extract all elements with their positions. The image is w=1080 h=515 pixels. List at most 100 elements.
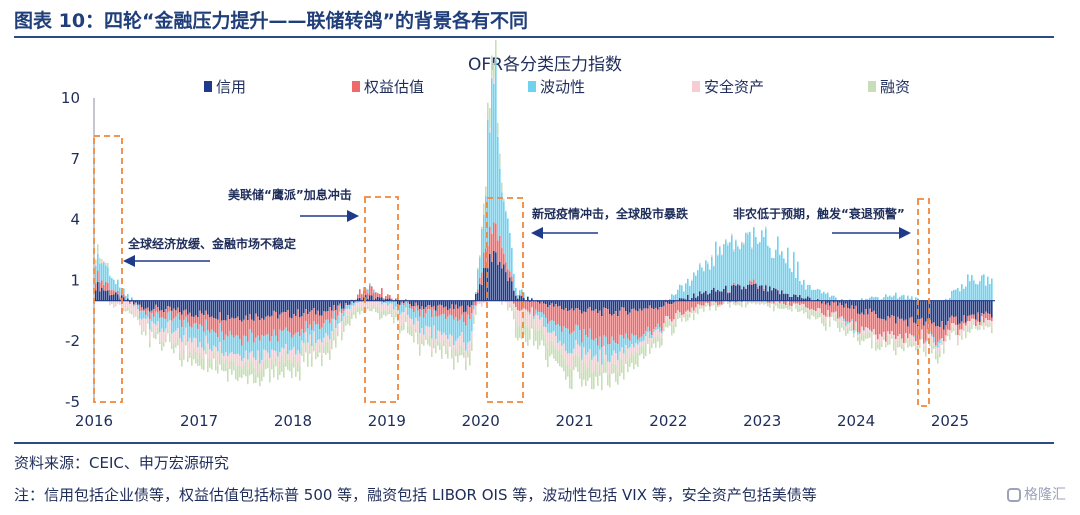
bar-segment	[871, 331, 873, 340]
bar-segment	[751, 300, 753, 304]
bar-segment	[617, 360, 619, 374]
bar-segment	[163, 312, 165, 319]
bar-segment	[711, 301, 713, 306]
bar-segment	[119, 296, 121, 300]
bar-segment	[481, 284, 483, 301]
bar-segment	[479, 277, 481, 285]
bar-segment	[985, 321, 987, 327]
bar-segment	[95, 283, 97, 291]
bar-segment	[615, 343, 617, 354]
bar-segment	[165, 309, 167, 320]
bar-segment	[409, 304, 411, 309]
bar-segment	[483, 252, 485, 269]
bar-segment	[775, 288, 777, 301]
bar-segment	[737, 247, 739, 285]
bar-segment	[359, 289, 361, 298]
bar-segment	[135, 315, 137, 317]
bar-segment	[497, 136, 499, 241]
bar-segment	[241, 360, 243, 369]
bar-segment	[939, 327, 941, 340]
bar-stack	[907, 295, 909, 348]
bar-segment	[593, 310, 595, 341]
bar-segment	[809, 284, 811, 298]
bar-segment	[251, 362, 253, 375]
bar-segment	[255, 313, 257, 338]
bar-stack	[505, 210, 507, 303]
bar-segment	[121, 300, 123, 309]
bar-segment	[453, 345, 455, 358]
bar-stack	[765, 226, 767, 304]
bar-segment	[435, 300, 437, 311]
bar-segment	[215, 359, 217, 371]
bar-stack	[725, 238, 727, 302]
bar-segment	[303, 343, 305, 354]
bar-segment	[725, 240, 727, 285]
bar-segment	[461, 332, 463, 347]
bar-segment	[185, 340, 187, 346]
bar-segment	[293, 313, 295, 335]
bar-stack	[207, 300, 209, 373]
bar-segment	[433, 300, 435, 306]
bar-segment	[731, 233, 733, 236]
bar-segment	[955, 300, 957, 317]
bar-stack	[499, 153, 501, 301]
bar-segment	[291, 300, 293, 319]
bar-segment	[313, 321, 315, 332]
bar-segment	[449, 314, 451, 335]
bar-stack	[575, 300, 577, 368]
bar-segment	[753, 279, 755, 284]
bar-segment	[813, 310, 815, 317]
bar-segment	[439, 315, 441, 332]
bar-segment	[169, 300, 171, 307]
bar-segment	[157, 300, 159, 308]
bar-segment	[671, 324, 673, 336]
bar-segment	[555, 336, 557, 349]
bar-segment	[287, 354, 289, 360]
bar-segment	[705, 290, 707, 301]
bar-segment	[499, 153, 501, 169]
bar-segment	[643, 340, 645, 347]
bar-segment	[189, 326, 191, 338]
bar-stack	[569, 300, 571, 389]
bar-segment	[595, 354, 597, 364]
y-tick-1: 7	[70, 150, 80, 168]
bar-stack	[149, 300, 151, 348]
bar-stack	[469, 300, 471, 366]
bar-segment	[203, 315, 205, 332]
bar-segment	[565, 365, 567, 380]
bar-stack	[437, 300, 439, 346]
bar-segment	[357, 307, 359, 313]
bar-segment	[417, 333, 419, 345]
bar-segment	[721, 255, 723, 292]
bar-segment	[181, 357, 183, 367]
bar-stack	[229, 300, 231, 370]
bar-segment	[281, 300, 283, 313]
bar-segment	[603, 345, 605, 359]
bar-segment	[717, 305, 719, 308]
bar-segment	[653, 300, 655, 310]
bar-segment	[987, 300, 989, 314]
bar-stack	[215, 300, 217, 371]
bar-segment	[859, 332, 861, 334]
bar-stack	[97, 244, 99, 301]
bar-segment	[979, 321, 981, 325]
bar-stack	[303, 300, 305, 362]
bar-segment	[899, 300, 901, 319]
bar-segment	[171, 310, 173, 321]
bar-stack	[563, 300, 565, 372]
bar-segment	[365, 300, 367, 310]
bar-stack	[987, 276, 989, 328]
bar-stack	[415, 300, 417, 333]
bar-segment	[231, 360, 233, 375]
bar-segment	[915, 297, 917, 301]
bar-segment	[97, 254, 99, 271]
bar-segment	[723, 244, 725, 289]
bar-stack	[221, 300, 223, 371]
bar-segment	[325, 311, 327, 320]
bar-segment	[127, 293, 129, 299]
bar-segment	[613, 300, 615, 315]
bar-segment	[627, 338, 629, 349]
bar-segment	[353, 311, 355, 315]
bar-segment	[441, 334, 443, 347]
bar-segment	[857, 334, 859, 337]
